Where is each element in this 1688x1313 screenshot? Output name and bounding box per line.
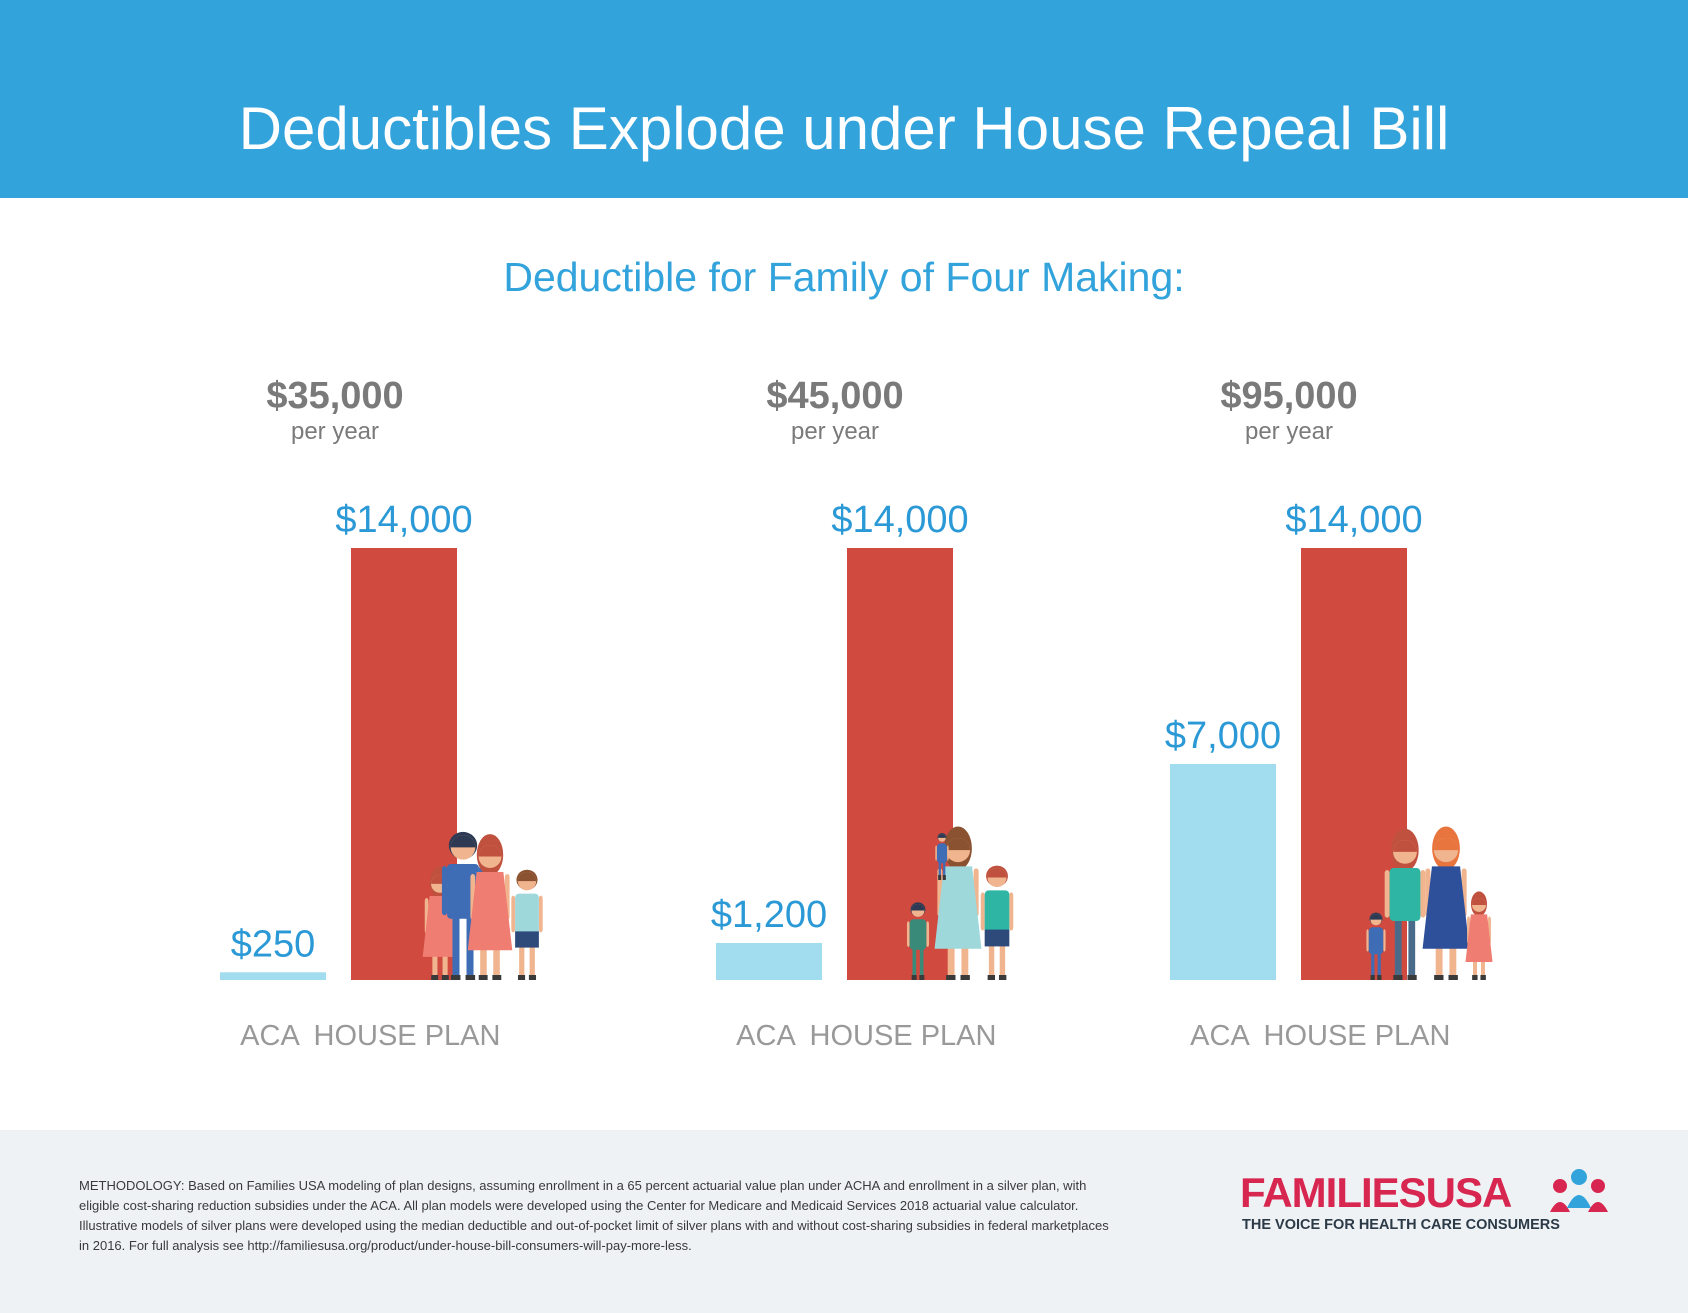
income-period-label: per year: [791, 418, 879, 445]
aca-value-label: $7,000: [1165, 715, 1281, 757]
page-title: Deductibles Explode under House Repeal B…: [238, 95, 1450, 162]
income-label: $45,000: [766, 375, 903, 417]
mother-figure: [934, 826, 982, 980]
chart-title: Deductible for Family of Four Making:: [503, 254, 1185, 300]
mother-figure: [1384, 828, 1426, 980]
house-plan-category-label: HOUSE PLAN: [810, 1020, 997, 1052]
income-period-label: per year: [1245, 418, 1333, 445]
house-plan-bar: [847, 548, 953, 980]
methodology-note: METHODOLOGY: Based on Families USA model…: [79, 1178, 1109, 1253]
house-plan-category-label: HOUSE PLAN: [314, 1020, 501, 1052]
aca-bar: [220, 972, 326, 980]
aca-category-label: ACA: [736, 1020, 796, 1052]
aca-category-label: ACA: [1190, 1020, 1250, 1052]
girl-figure: [1465, 891, 1493, 980]
baby-figure: [935, 833, 949, 880]
title-banner: Deductibles Explode under House Repeal B…: [0, 0, 1688, 198]
income-period-label: per year: [291, 418, 379, 445]
families-usa-logo: FAMILIESUSA THE VOICE FOR HEALTH CARE CO…: [1240, 1168, 1610, 1234]
house-plan-value-label: $14,000: [831, 499, 968, 541]
house-plan-value-label: $14,000: [335, 499, 472, 541]
toddler-figure: [906, 902, 930, 980]
aca-value-label: $1,200: [711, 894, 827, 936]
family-illustrations: [422, 826, 1493, 980]
house-plan-value-label: $14,000: [1285, 499, 1422, 541]
toddler-figure: [1366, 912, 1386, 980]
logo-people-icon: [1550, 1169, 1608, 1212]
mother-figure: [467, 834, 513, 980]
aca-category-label: ACA: [240, 1020, 300, 1052]
footer: [0, 1130, 1688, 1313]
aca-bar: [716, 942, 822, 980]
income-label: $35,000: [266, 375, 403, 417]
mother-figure-2: [1422, 826, 1470, 980]
boy-figure: [511, 869, 543, 980]
aca-bar: [1170, 764, 1276, 980]
logo-wordmark: FAMILIESUSA: [1240, 1169, 1512, 1216]
income-label: $95,000: [1220, 375, 1357, 417]
boy-figure: [980, 865, 1014, 980]
aca-value-label: $250: [231, 923, 316, 965]
house-plan-category-label: HOUSE PLAN: [1264, 1020, 1451, 1052]
logo-tagline: THE VOICE FOR HEALTH CARE CONSUMERS: [1242, 1217, 1560, 1233]
